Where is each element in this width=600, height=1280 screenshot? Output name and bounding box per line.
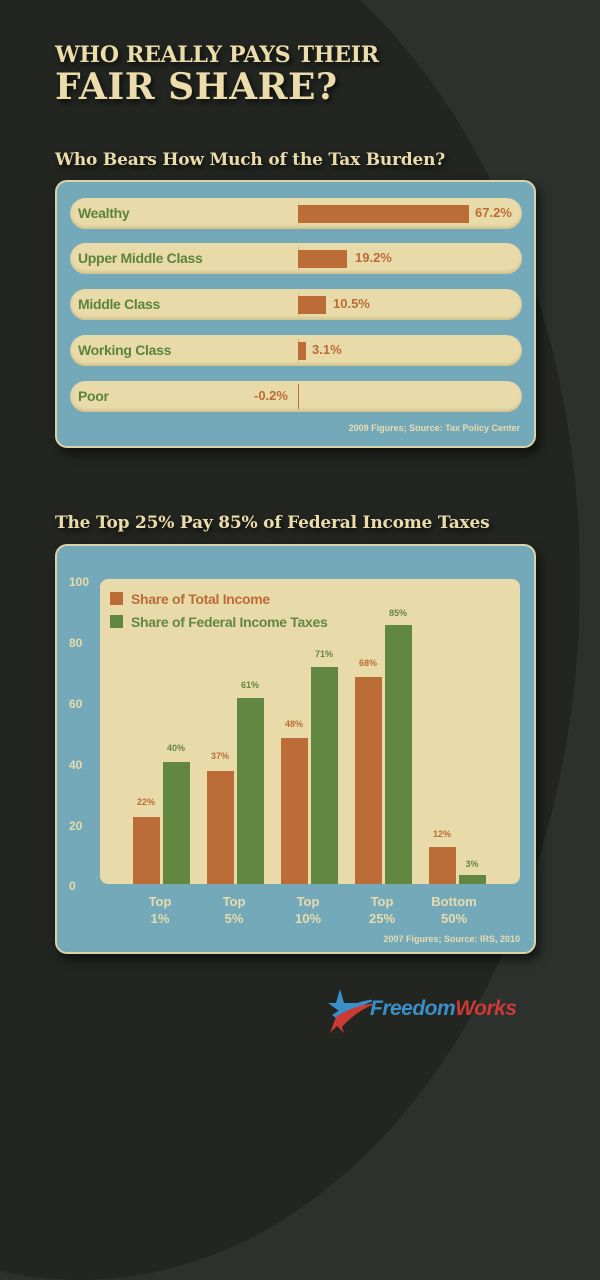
burden-bar xyxy=(298,205,469,223)
section2-title: The Top 25% Pay 85% of Federal Income Ta… xyxy=(55,513,490,533)
y-tick: 20 xyxy=(69,819,83,833)
star-logo-icon xyxy=(328,989,372,1033)
zero-axis xyxy=(298,384,299,409)
burden-row-working: Working Class 3.1% xyxy=(70,335,522,366)
burden-row-upper-middle: Upper Middle Class 19.2% xyxy=(70,243,522,274)
bar-tax-top1 xyxy=(163,762,190,884)
burden-bar xyxy=(298,250,347,268)
bar-label: 37% xyxy=(210,751,229,761)
y-tick: 40 xyxy=(69,758,83,772)
burden-row-middle: Middle Class 10.5% xyxy=(70,289,522,320)
category-line1: Top xyxy=(370,894,394,909)
category-top25: Top 25% xyxy=(347,893,417,927)
bar-tax-top25 xyxy=(385,625,412,884)
bar-label: 22% xyxy=(136,797,155,807)
bar-label: 12% xyxy=(432,829,451,839)
logo-text-freedom: Freedom xyxy=(370,997,456,1020)
row-value: -0.2% xyxy=(254,388,288,403)
section2-source: 2007 Figures; Source: IRS, 2010 xyxy=(383,934,520,944)
legend-swatch-orange xyxy=(110,592,123,605)
legend-taxes: Share of Federal Income Taxes xyxy=(110,614,328,630)
income-tax-panel: 100 80 60 40 20 0 Share of Total Income … xyxy=(55,544,536,954)
legend-income: Share of Total Income xyxy=(110,591,270,607)
row-label: Upper Middle Class xyxy=(78,250,203,266)
legend-label: Share of Total Income xyxy=(131,591,270,607)
bar-income-bottom50 xyxy=(429,847,456,884)
bar-income-top1 xyxy=(133,817,160,884)
y-tick: 80 xyxy=(69,636,83,650)
burden-row-poor: Poor -0.2% xyxy=(70,381,522,412)
logo-text-works: Works xyxy=(455,997,517,1020)
category-line2: 10% xyxy=(294,911,322,926)
category-bottom50: Bottom 50% xyxy=(419,893,489,927)
category-line2: 25% xyxy=(368,911,396,926)
bar-label: 48% xyxy=(284,719,303,729)
bar-tax-bottom50 xyxy=(459,875,486,884)
category-top5: Top 5% xyxy=(199,893,269,927)
category-line1: Bottom xyxy=(431,894,477,909)
title-line-1: WHO REALLY PAYS THEIR xyxy=(55,42,379,68)
row-value: 3.1% xyxy=(312,342,342,357)
burden-bar xyxy=(298,342,306,360)
category-line1: Top xyxy=(148,894,172,909)
bar-label: 61% xyxy=(240,680,259,690)
bar-label: 3% xyxy=(465,859,479,869)
legend-swatch-green xyxy=(110,615,123,628)
y-tick: 60 xyxy=(69,697,83,711)
section1-source: 2009 Figures; Source: Tax Policy Center xyxy=(348,423,520,433)
burden-bar xyxy=(298,296,326,314)
bar-label: 85% xyxy=(388,608,407,618)
bar-tax-top10 xyxy=(311,667,338,884)
bar-income-top25 xyxy=(355,677,382,884)
category-top10: Top 10% xyxy=(273,893,343,927)
row-value: 67.2% xyxy=(475,205,512,220)
bar-label: 71% xyxy=(314,649,333,659)
bar-income-top5 xyxy=(207,771,234,884)
bar-label: 40% xyxy=(166,743,185,753)
row-value: 19.2% xyxy=(355,250,392,265)
bar-label: 68% xyxy=(358,658,377,668)
row-label: Middle Class xyxy=(78,296,160,312)
bar-income-top10 xyxy=(281,738,308,884)
bar-tax-top5 xyxy=(237,698,264,884)
category-line2: 1% xyxy=(150,911,170,926)
bar-chart-plot-area: Share of Total Income Share of Federal I… xyxy=(100,579,520,884)
row-label: Poor xyxy=(78,388,109,404)
logo-text: FreedomWorks xyxy=(370,997,517,1021)
y-tick: 0 xyxy=(69,879,76,893)
row-label: Wealthy xyxy=(78,205,130,221)
legend-label: Share of Federal Income Taxes xyxy=(131,614,328,630)
y-tick: 100 xyxy=(69,575,90,589)
row-label: Working Class xyxy=(78,342,172,358)
category-line2: 50% xyxy=(440,911,468,926)
title-line-2: FAIR SHARE? xyxy=(55,66,338,108)
section1-title: Who Bears How Much of the Tax Burden? xyxy=(55,150,446,170)
tax-burden-panel: Wealthy 67.2% Upper Middle Class 19.2% M… xyxy=(55,180,536,448)
category-line1: Top xyxy=(296,894,320,909)
burden-row-wealthy: Wealthy 67.2% xyxy=(70,198,522,229)
category-top1: Top 1% xyxy=(125,893,195,927)
category-line2: 5% xyxy=(224,911,244,926)
freedomworks-logo: FreedomWorks xyxy=(322,987,542,1037)
row-value: 10.5% xyxy=(333,296,370,311)
category-line1: Top xyxy=(222,894,246,909)
